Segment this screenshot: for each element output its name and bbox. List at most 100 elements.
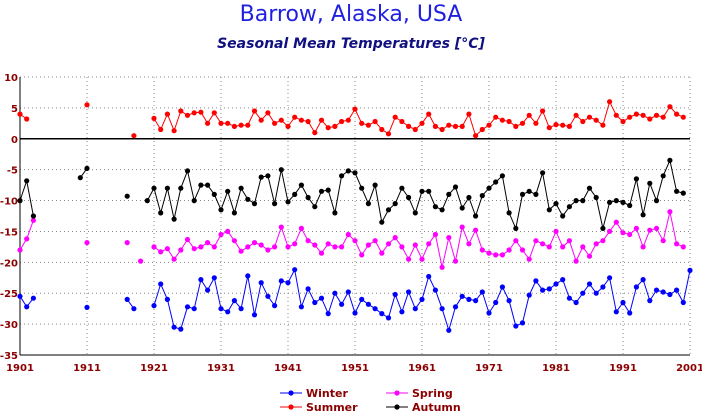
data-point-autumn [426, 188, 432, 194]
data-point-spring [620, 230, 626, 236]
data-point-autumn [506, 210, 512, 216]
data-point-autumn [452, 184, 459, 190]
y-tick-label: -30 [0, 320, 18, 331]
data-point-winter [452, 304, 459, 310]
data-point-summer [546, 125, 552, 131]
x-tick-label: 1901 [6, 363, 34, 374]
data-point-spring [439, 264, 445, 270]
series-line-summer [153, 100, 684, 137]
data-point-winter [365, 301, 371, 307]
data-point-spring [325, 241, 331, 247]
data-point-summer [419, 120, 425, 126]
data-point-summer [205, 120, 211, 126]
data-point-spring [238, 248, 244, 254]
data-point-spring [339, 244, 345, 250]
data-point-autumn [218, 207, 224, 213]
data-point-winter [627, 310, 633, 316]
data-point-winter [553, 281, 559, 287]
data-point-summer [580, 118, 586, 125]
data-point-spring [466, 241, 472, 247]
data-point-autumn [667, 157, 673, 163]
data-point-spring [493, 252, 499, 258]
data-point-spring [171, 256, 177, 262]
data-point-winter [580, 290, 586, 296]
data-point-spring [526, 256, 532, 262]
data-point-summer [486, 122, 492, 128]
y-tick-label: -25 [0, 289, 18, 300]
data-point-autumn [613, 198, 619, 204]
data-point-winter [164, 296, 170, 302]
x-tick-label: 1981 [542, 363, 570, 374]
data-point-winter [607, 275, 613, 281]
data-point-winter [519, 320, 526, 326]
data-point-spring [352, 238, 358, 244]
data-point-spring [372, 238, 378, 244]
data-point-spring [385, 241, 392, 247]
legend-marker-spring [394, 390, 400, 396]
x-tick-label: 2001 [676, 363, 702, 374]
data-point-summer [292, 114, 298, 120]
data-point-spring [586, 253, 593, 259]
data-point-spring [318, 250, 325, 256]
data-point-winter [432, 287, 438, 293]
data-point-summer [339, 118, 345, 125]
data-point-autumn [171, 216, 177, 222]
data-point-autumn [553, 201, 559, 207]
data-point-spring [419, 256, 425, 262]
data-point-summer [513, 123, 519, 129]
data-point-summer [191, 110, 197, 116]
data-point-spring [426, 241, 432, 247]
data-point-winter [318, 295, 325, 301]
data-point-autumn [164, 185, 170, 191]
data-point-spring [647, 227, 653, 233]
x-tick-label: 1911 [73, 363, 101, 374]
data-point-winter [231, 298, 237, 304]
data-point-winter [30, 295, 36, 301]
x-tick-label: 1921 [140, 363, 168, 374]
data-point-summer [466, 111, 472, 117]
data-point-spring [573, 258, 579, 264]
data-point-winter [178, 326, 184, 332]
data-point-autumn [526, 188, 532, 194]
data-point-summer [586, 114, 593, 120]
data-point-autumn [151, 185, 157, 191]
data-point-winter [613, 309, 619, 315]
data-point-summer [151, 115, 157, 121]
data-point-autumn [339, 173, 345, 179]
data-point-summer [653, 112, 660, 118]
data-point-autumn [600, 225, 606, 231]
data-point-spring [184, 236, 191, 243]
data-point-spring [399, 244, 405, 250]
data-point-winter [339, 301, 345, 307]
data-point-autumn [379, 219, 385, 225]
data-point-winter [171, 324, 177, 330]
series-line-autumn [146, 158, 684, 231]
data-point-spring [245, 244, 251, 250]
data-point-winter [566, 295, 573, 301]
data-point-spring [205, 240, 211, 246]
data-point-autumn [439, 207, 445, 213]
data-point-winter [412, 306, 418, 312]
data-point-spring [265, 247, 271, 253]
data-point-spring [272, 244, 278, 250]
data-point-winter [506, 298, 512, 304]
data-point-summer [379, 126, 385, 133]
data-point-autumn [633, 176, 640, 182]
data-point-summer [573, 112, 579, 118]
data-point-winter [586, 281, 593, 287]
data-point-summer [607, 99, 613, 105]
data-point-winter [292, 267, 298, 273]
data-point-summer [365, 122, 371, 128]
data-point-winter [124, 296, 130, 302]
data-point-spring [178, 247, 184, 253]
x-tick-label: 1941 [274, 363, 302, 374]
data-point-summer [647, 116, 653, 122]
chart-title: Barrow, Alaska, USA [239, 2, 463, 27]
data-point-spring [218, 231, 224, 238]
data-point-spring [560, 244, 566, 250]
data-point-summer [158, 126, 164, 133]
data-point-summer [231, 123, 237, 129]
data-point-winter [238, 306, 244, 312]
data-point-winter [593, 290, 599, 296]
data-point-autumn [479, 193, 485, 199]
